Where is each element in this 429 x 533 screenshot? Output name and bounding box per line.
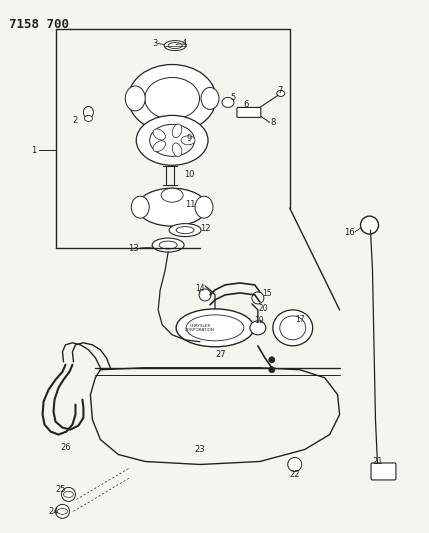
Text: 26: 26 bbox=[60, 443, 71, 452]
Ellipse shape bbox=[125, 86, 145, 111]
Ellipse shape bbox=[277, 91, 285, 96]
Text: 24: 24 bbox=[48, 507, 59, 516]
Ellipse shape bbox=[172, 143, 182, 157]
Text: 27: 27 bbox=[215, 350, 226, 359]
Text: 17: 17 bbox=[295, 316, 304, 325]
FancyBboxPatch shape bbox=[371, 463, 396, 480]
Ellipse shape bbox=[131, 196, 149, 218]
Text: 5: 5 bbox=[230, 93, 235, 102]
Ellipse shape bbox=[201, 87, 219, 109]
Ellipse shape bbox=[250, 321, 266, 335]
Ellipse shape bbox=[57, 508, 67, 514]
Ellipse shape bbox=[63, 491, 73, 497]
Text: 20: 20 bbox=[259, 304, 269, 313]
Text: 19: 19 bbox=[254, 317, 263, 325]
Text: 21: 21 bbox=[372, 457, 383, 466]
Ellipse shape bbox=[181, 136, 195, 145]
Circle shape bbox=[360, 216, 378, 234]
Ellipse shape bbox=[176, 309, 254, 347]
Text: 12: 12 bbox=[200, 224, 211, 232]
Circle shape bbox=[61, 487, 76, 502]
Text: 7158 700: 7158 700 bbox=[9, 18, 69, 31]
Ellipse shape bbox=[280, 316, 306, 340]
Text: 16: 16 bbox=[344, 228, 355, 237]
Ellipse shape bbox=[164, 41, 186, 51]
Text: 22: 22 bbox=[290, 470, 300, 479]
Text: 13: 13 bbox=[128, 244, 139, 253]
Text: 23: 23 bbox=[195, 445, 205, 454]
Ellipse shape bbox=[168, 43, 182, 49]
Ellipse shape bbox=[153, 141, 166, 152]
Ellipse shape bbox=[273, 310, 313, 346]
Ellipse shape bbox=[136, 116, 208, 165]
Ellipse shape bbox=[169, 224, 201, 237]
Text: 6: 6 bbox=[243, 100, 248, 109]
Ellipse shape bbox=[83, 107, 94, 118]
Text: 14: 14 bbox=[195, 285, 205, 294]
Text: 8: 8 bbox=[271, 118, 276, 127]
Text: 25: 25 bbox=[55, 485, 66, 494]
Ellipse shape bbox=[176, 227, 194, 233]
Ellipse shape bbox=[172, 124, 182, 138]
Text: 11: 11 bbox=[185, 200, 196, 208]
Text: 4: 4 bbox=[182, 39, 187, 48]
Text: 2: 2 bbox=[73, 116, 78, 125]
Ellipse shape bbox=[153, 129, 166, 140]
Circle shape bbox=[199, 289, 211, 301]
Ellipse shape bbox=[222, 98, 234, 108]
Ellipse shape bbox=[137, 188, 207, 226]
Circle shape bbox=[288, 457, 302, 472]
Ellipse shape bbox=[195, 196, 213, 218]
Text: 15: 15 bbox=[262, 289, 272, 298]
Circle shape bbox=[252, 292, 264, 304]
Ellipse shape bbox=[85, 116, 92, 122]
Text: 1: 1 bbox=[30, 146, 36, 155]
Text: CHRYSLER
CORPORATION: CHRYSLER CORPORATION bbox=[185, 324, 215, 332]
Circle shape bbox=[269, 367, 275, 373]
Text: 9: 9 bbox=[186, 134, 191, 143]
Text: 7: 7 bbox=[278, 86, 283, 95]
Ellipse shape bbox=[161, 188, 183, 202]
Circle shape bbox=[269, 357, 275, 363]
FancyBboxPatch shape bbox=[237, 108, 261, 117]
Ellipse shape bbox=[186, 315, 244, 341]
Ellipse shape bbox=[145, 77, 199, 119]
Ellipse shape bbox=[152, 238, 184, 252]
Ellipse shape bbox=[159, 241, 177, 249]
Text: 10: 10 bbox=[184, 169, 195, 179]
Ellipse shape bbox=[128, 64, 216, 132]
Ellipse shape bbox=[150, 124, 195, 156]
Circle shape bbox=[55, 504, 69, 518]
Text: 3: 3 bbox=[152, 39, 157, 48]
